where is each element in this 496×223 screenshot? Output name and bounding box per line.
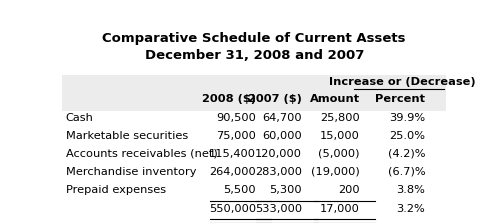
Text: 200: 200 <box>338 185 360 195</box>
Text: Comparative Schedule of Current Assets: Comparative Schedule of Current Assets <box>103 32 406 45</box>
FancyBboxPatch shape <box>62 75 446 111</box>
Text: 533,000: 533,000 <box>255 204 302 214</box>
Text: (5,000): (5,000) <box>318 149 360 159</box>
Text: 3.8%: 3.8% <box>396 185 425 195</box>
Text: December 31, 2008 and 2007: December 31, 2008 and 2007 <box>144 49 364 62</box>
Text: 17,000: 17,000 <box>320 204 360 214</box>
Text: Accounts receivables (net): Accounts receivables (net) <box>66 149 218 159</box>
Text: Cash: Cash <box>66 113 94 123</box>
Text: 75,000: 75,000 <box>216 131 256 141</box>
Text: (19,000): (19,000) <box>311 167 360 177</box>
Text: (6.7)%: (6.7)% <box>388 167 425 177</box>
Text: (4.2)%: (4.2)% <box>388 149 425 159</box>
Text: 60,000: 60,000 <box>262 131 302 141</box>
Text: 120,000: 120,000 <box>255 149 302 159</box>
Text: Amount: Amount <box>310 94 360 104</box>
Text: 25,800: 25,800 <box>320 113 360 123</box>
Text: 115,400: 115,400 <box>209 149 256 159</box>
Text: 5,500: 5,500 <box>224 185 256 195</box>
Text: 25.0%: 25.0% <box>389 131 425 141</box>
Text: 550,000: 550,000 <box>209 204 256 214</box>
Text: 3.2%: 3.2% <box>396 204 425 214</box>
Text: 283,000: 283,000 <box>255 167 302 177</box>
Text: 5,300: 5,300 <box>270 185 302 195</box>
Text: 2007 ($): 2007 ($) <box>248 94 302 104</box>
Text: 15,000: 15,000 <box>320 131 360 141</box>
Text: Prepaid expenses: Prepaid expenses <box>66 185 166 195</box>
Text: Marketable securities: Marketable securities <box>66 131 188 141</box>
Text: 64,700: 64,700 <box>262 113 302 123</box>
Text: 90,500: 90,500 <box>216 113 256 123</box>
Text: 2008 ($): 2008 ($) <box>202 94 256 104</box>
Text: Merchandise inventory: Merchandise inventory <box>66 167 196 177</box>
Text: 39.9%: 39.9% <box>389 113 425 123</box>
Text: 264,000: 264,000 <box>209 167 256 177</box>
Text: Percent: Percent <box>375 94 425 104</box>
Text: Increase or (Decrease): Increase or (Decrease) <box>329 76 476 87</box>
